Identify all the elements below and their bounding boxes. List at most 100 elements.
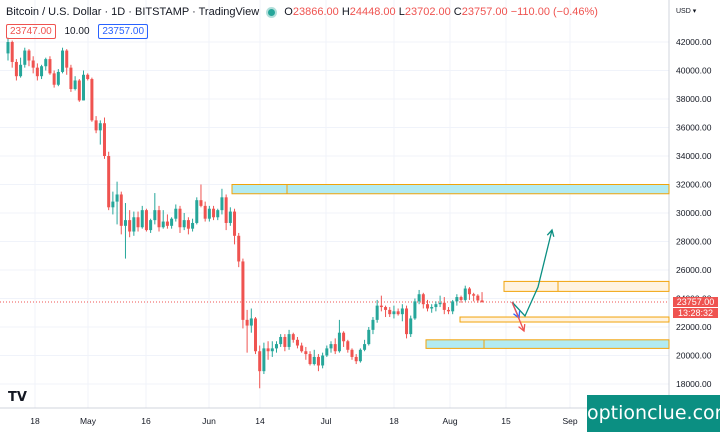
candle-body [65, 50, 69, 68]
candle-body [170, 218, 174, 226]
candle-body [98, 123, 102, 131]
support-resistance-zones[interactable] [231, 184, 670, 349]
candle-body [94, 120, 98, 131]
candle-body [27, 50, 31, 61]
candle-body [144, 210, 148, 231]
candle-body [207, 208, 211, 219]
candle-body [463, 288, 467, 300]
close-value: 23757.00 [461, 6, 508, 18]
candle-body [241, 261, 245, 320]
price-tick-label: 20000.00 [676, 351, 712, 361]
time-tick-label: 14 [255, 416, 265, 426]
candle-body [421, 294, 425, 305]
candle-body [212, 208, 216, 218]
candle-body [287, 334, 291, 347]
candle-body [82, 74, 86, 101]
candle-body [178, 208, 182, 228]
time-axis-labels: 18 May 16 Jun 14 Jul 18 Aug 15 Sep [30, 416, 578, 426]
candle-body [274, 344, 278, 349]
candle-body [384, 307, 388, 310]
tradingview-logo-icon[interactable]: TV [8, 390, 27, 405]
buy-price-button[interactable]: 23757.00 [98, 24, 149, 39]
candle-body [165, 221, 169, 226]
candle-body [472, 294, 476, 296]
candle-body [266, 348, 270, 352]
candle-body [102, 123, 106, 156]
candle-body [358, 349, 362, 362]
candle-body [400, 308, 404, 315]
candle-body [191, 222, 195, 229]
chart-legend: Bitcoin / U.S. Dollar · 1D · BITSTAMP · … [6, 6, 598, 18]
candle-body [77, 80, 81, 101]
exchange-label: BITSTAMP [135, 6, 190, 18]
candle-body [396, 311, 400, 315]
price-tick-label: 40000.00 [676, 66, 712, 76]
resistance-zone-32000 [231, 184, 670, 195]
candle-body [123, 220, 127, 226]
candle-body [446, 309, 450, 312]
candle-body [375, 305, 379, 320]
candle-body [337, 332, 341, 352]
candle-body [149, 220, 153, 231]
candle-body [430, 307, 434, 309]
high-label: H [341, 6, 350, 18]
candle-body [220, 197, 224, 211]
candle-body [73, 80, 77, 90]
candle-body [40, 66, 44, 77]
current-price-tag: 23757.00 [673, 297, 718, 307]
forecast-arrows[interactable] [511, 228, 555, 333]
candle-body [295, 339, 299, 346]
order-panel: 23747.00 10.00 23757.00 [6, 24, 149, 39]
sell-price-button[interactable]: 23747.00 [6, 24, 56, 39]
candle-body [245, 319, 249, 326]
symbol-name[interactable]: Bitcoin / U.S. Dollar [6, 6, 102, 18]
bullish-forecast-arrow [511, 229, 553, 318]
candle-body [182, 220, 186, 228]
candle-body [388, 309, 392, 315]
candle-body [316, 356, 320, 366]
candle-body [195, 200, 199, 223]
price-tick-label: 32000.00 [676, 180, 712, 190]
candle-body [329, 344, 333, 349]
candle-body [455, 297, 459, 302]
candle-body [405, 308, 409, 335]
candle-body [283, 336, 287, 347]
candle-body [35, 67, 39, 77]
platform-label: TradingView [198, 6, 260, 18]
candle-body [10, 42, 14, 62]
candle-body [107, 156, 111, 208]
change-value: −110.00 (−0.46%) [510, 6, 598, 18]
open-label: O [284, 6, 293, 18]
currency-label: USD [676, 8, 691, 15]
time-tick-label: Jul [321, 416, 332, 426]
candle-body [19, 64, 23, 77]
candle-body [426, 304, 429, 309]
support-zone-22500 [459, 316, 670, 323]
candle-body [459, 297, 463, 300]
bearish-forecast-arrow-head [518, 323, 526, 333]
candle-body [434, 304, 438, 308]
candle-body [363, 344, 367, 350]
candle-body [136, 217, 140, 228]
time-tick-label: Sep [562, 416, 577, 426]
low-label: L [398, 6, 405, 18]
candle-body [153, 210, 157, 221]
candle-body [52, 73, 56, 85]
ohlc-values: O23866.00 H24448.00 L23702.00 C23757.00 … [284, 6, 598, 18]
market-status-icon [266, 6, 278, 18]
candle-body [216, 210, 220, 218]
price-tick-label: 30000.00 [676, 208, 712, 218]
price-tick-label: 42000.00 [676, 37, 712, 47]
currency-selector[interactable]: USD ▾ [676, 5, 696, 15]
candle-body [312, 356, 316, 365]
price-tick-label: 36000.00 [676, 123, 712, 133]
candle-body [119, 194, 123, 226]
candle-body [86, 74, 90, 80]
open-value: 23866.00 [292, 6, 339, 18]
low-value: 23702.00 [404, 6, 451, 18]
candle-body [61, 50, 65, 72]
candle-body [350, 349, 354, 357]
watermark-banner: optionclue.com [587, 395, 720, 432]
interval-label[interactable]: 1D [111, 6, 126, 18]
